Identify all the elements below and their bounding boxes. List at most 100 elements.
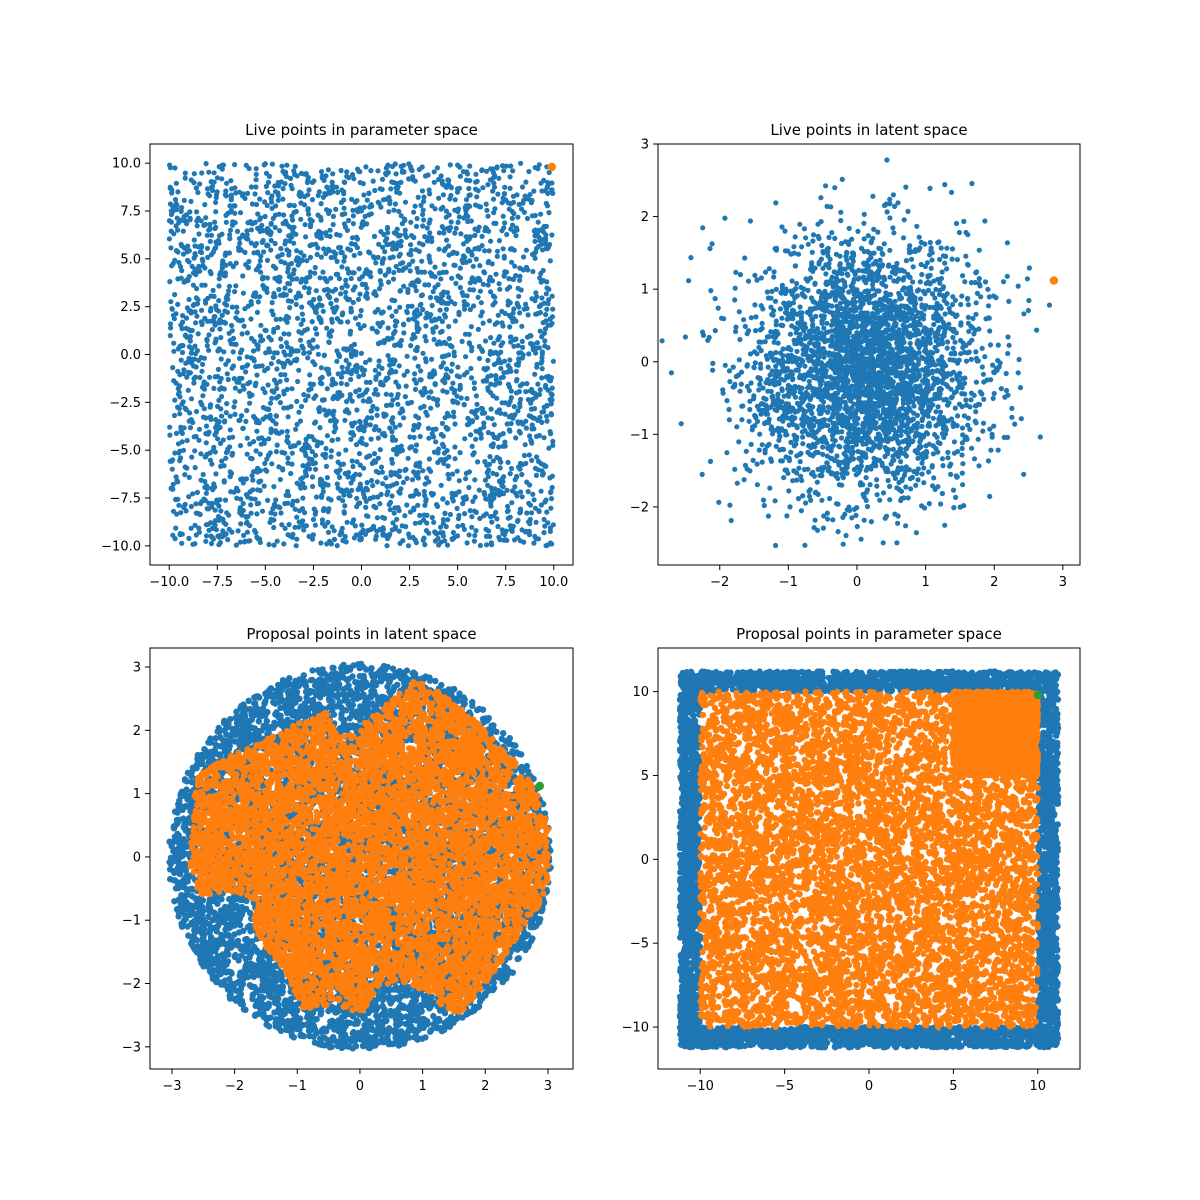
data-point [176, 502, 182, 508]
data-point [792, 355, 798, 361]
data-point [525, 196, 532, 202]
data-point [310, 532, 316, 538]
data-point [175, 441, 182, 447]
data-point [513, 435, 519, 441]
data-point [492, 206, 498, 212]
data-point [284, 434, 291, 440]
data-point [356, 387, 362, 393]
data-point [960, 273, 966, 279]
data-point [167, 279, 173, 285]
data-point [203, 440, 209, 446]
data-point [454, 189, 461, 195]
data-point [171, 348, 177, 354]
data-point [294, 173, 300, 179]
data-point [766, 416, 772, 422]
data-point [380, 244, 386, 250]
data-point [344, 398, 350, 405]
data-point [484, 542, 490, 548]
data-point [825, 516, 831, 522]
data-point [333, 286, 339, 292]
data-point [248, 335, 255, 341]
data-point [426, 479, 432, 485]
data-point [204, 338, 210, 344]
data-point [245, 303, 251, 309]
data-point [421, 198, 427, 204]
data-point [497, 286, 503, 292]
data-point [440, 192, 446, 198]
data-point [420, 211, 426, 218]
data-point [218, 375, 224, 382]
data-point [194, 348, 200, 354]
data-point [284, 377, 290, 383]
data-point [192, 465, 198, 471]
data-point [182, 170, 188, 176]
data-point [476, 224, 482, 230]
data-point [345, 346, 352, 352]
data-point [172, 292, 178, 298]
data-point [212, 313, 218, 320]
data-point [456, 512, 462, 518]
data-point [883, 513, 890, 519]
data-point [469, 524, 475, 530]
data-point [219, 413, 225, 419]
data-point [389, 460, 395, 466]
data-point [306, 211, 312, 217]
data-point [446, 476, 452, 482]
data-point [910, 264, 916, 270]
data-point [508, 420, 514, 427]
data-point [485, 182, 491, 188]
data-point [321, 407, 327, 413]
data-point [338, 167, 344, 174]
data-point [328, 497, 334, 503]
data-point [874, 483, 880, 489]
data-point [238, 521, 244, 527]
data-point [737, 272, 744, 278]
data-point [752, 360, 758, 366]
data-point [257, 196, 263, 202]
data-point [166, 236, 172, 242]
data-point [962, 279, 968, 285]
data-point [540, 320, 546, 326]
data-point [171, 340, 177, 346]
data-point [516, 304, 522, 310]
data-point [881, 241, 887, 247]
data-point [338, 199, 344, 206]
data-point [438, 173, 444, 179]
data-point [317, 479, 323, 485]
data-point [175, 404, 181, 410]
data-point [187, 425, 193, 431]
data-point [288, 348, 294, 354]
data-point [762, 269, 769, 275]
data-point [373, 468, 379, 474]
data-point [494, 409, 500, 415]
data-point [383, 391, 389, 397]
data-point [203, 161, 209, 167]
data-point [215, 436, 221, 442]
data-point [505, 515, 511, 521]
data-point [188, 350, 194, 356]
data-point [396, 508, 402, 514]
data-point [463, 259, 469, 265]
data-point [521, 209, 528, 215]
data-point [329, 376, 336, 382]
data-point [234, 228, 241, 234]
data-point [794, 477, 800, 483]
data-point [392, 505, 398, 511]
data-point [244, 407, 250, 414]
y-tick-label: −2.5 [109, 396, 141, 411]
data-point [215, 348, 221, 354]
data-point [517, 404, 523, 410]
data-point [436, 246, 442, 252]
data-point [1024, 276, 1030, 282]
data-point [363, 293, 369, 299]
data-point [396, 468, 403, 474]
data-point [402, 199, 409, 205]
data-point [300, 522, 306, 528]
data-point [213, 471, 219, 477]
data-point [167, 432, 173, 438]
y-tick-label: 2.5 [120, 300, 141, 315]
data-point [254, 309, 260, 315]
data-point [913, 482, 919, 488]
data-point [194, 218, 200, 224]
data-point [746, 388, 752, 394]
